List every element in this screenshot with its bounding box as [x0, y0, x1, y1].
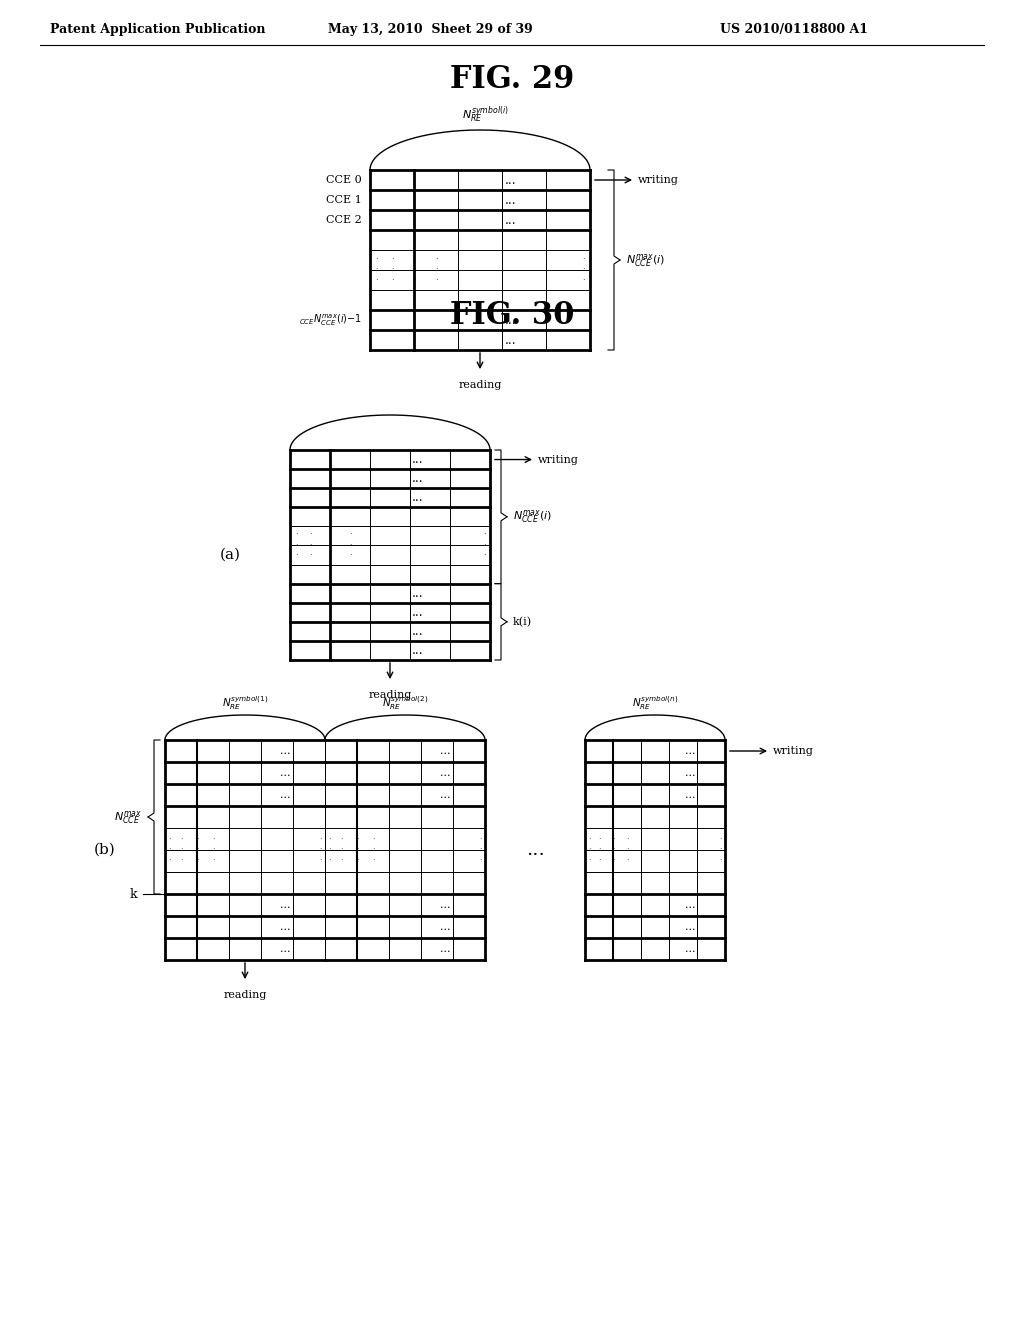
Text: ·
·
·: · · · — [340, 836, 342, 865]
Text: $N_{RE}^{symbol(n)}$: $N_{RE}^{symbol(n)}$ — [632, 694, 678, 711]
Text: ·
·
·: · · · — [479, 836, 481, 865]
Text: ·
·
·: · · · — [626, 836, 628, 865]
Text: ...: ... — [413, 624, 424, 638]
Text: $N_{CCE}^{max}$: $N_{CCE}^{max}$ — [114, 808, 142, 825]
Text: ...: ... — [439, 789, 451, 800]
Text: US 2010/0118800 A1: US 2010/0118800 A1 — [720, 24, 868, 37]
Text: ...: ... — [413, 586, 424, 599]
Text: ·
·
·: · · · — [372, 836, 374, 865]
Text: CCE 2: CCE 2 — [327, 215, 362, 224]
Text: $N_{RE}^{symbol(1)}$: $N_{RE}^{symbol(1)}$ — [222, 694, 268, 711]
Text: ...: ... — [685, 900, 695, 909]
Text: ...: ... — [413, 491, 424, 504]
Text: reading: reading — [223, 990, 266, 1001]
Text: $N_{RE}^{symbol(2)}$: $N_{RE}^{symbol(2)}$ — [382, 694, 428, 711]
Text: k(i): k(i) — [513, 616, 532, 627]
Text: ·
·
·: · · · — [720, 836, 722, 865]
Text: ...: ... — [413, 453, 424, 466]
Text: ·
·
·: · · · — [355, 836, 358, 865]
Text: ·
·
·: · · · — [375, 255, 378, 285]
Text: $_{CCE}N_{CCE}^{max}(i){-}1$: $_{CCE}N_{CCE}^{max}(i){-}1$ — [299, 313, 362, 327]
Text: ·
·
·: · · · — [212, 836, 214, 865]
Text: reading: reading — [369, 690, 412, 700]
Text: ·
·
·: · · · — [434, 255, 437, 285]
Text: ...: ... — [439, 944, 451, 954]
Text: writing: writing — [773, 746, 814, 756]
Text: ...: ... — [413, 644, 424, 657]
Text: ...: ... — [685, 944, 695, 954]
Text: writing: writing — [538, 454, 579, 465]
Text: ...: ... — [280, 921, 290, 932]
Text: ·
·
·: · · · — [349, 531, 351, 561]
Text: ...: ... — [280, 746, 290, 756]
Text: ...: ... — [505, 314, 517, 326]
Text: $N_{CCE}^{max}(i)$: $N_{CCE}^{max}(i)$ — [513, 508, 552, 525]
Text: ...: ... — [439, 921, 451, 932]
Text: ...: ... — [685, 921, 695, 932]
Text: ...: ... — [413, 606, 424, 619]
Text: ...: ... — [280, 789, 290, 800]
Text: ...: ... — [439, 746, 451, 756]
Text: ...: ... — [439, 900, 451, 909]
Text: ·
·
·: · · · — [413, 255, 416, 285]
Text: $N_{CCE}^{max}(i)$: $N_{CCE}^{max}(i)$ — [626, 252, 666, 268]
Text: ·
·
·: · · · — [582, 255, 585, 285]
Text: CCE 0: CCE 0 — [327, 176, 362, 185]
Text: CCE 1: CCE 1 — [327, 195, 362, 205]
Text: ...: ... — [280, 944, 290, 954]
Text: May 13, 2010  Sheet 29 of 39: May 13, 2010 Sheet 29 of 39 — [328, 24, 532, 37]
Text: FIG. 29: FIG. 29 — [450, 65, 574, 95]
Text: ...: ... — [505, 334, 517, 346]
Text: ·
·
·: · · · — [391, 255, 393, 285]
Text: ...: ... — [280, 900, 290, 909]
Text: ...: ... — [685, 789, 695, 800]
Text: ·
·
·: · · · — [329, 531, 332, 561]
Text: ·
·
·: · · · — [482, 531, 485, 561]
Text: reading: reading — [459, 380, 502, 389]
Text: FIG. 30: FIG. 30 — [450, 300, 574, 330]
Text: ...: ... — [413, 473, 424, 486]
Text: ...: ... — [685, 768, 695, 777]
Text: Patent Application Publication: Patent Application Publication — [50, 24, 265, 37]
Text: ...: ... — [439, 768, 451, 777]
Text: ·
·
·: · · · — [329, 836, 331, 865]
Text: ·
·
·: · · · — [180, 836, 182, 865]
Text: (a): (a) — [219, 548, 241, 562]
Text: ·
·
·: · · · — [598, 836, 600, 865]
Text: ...: ... — [505, 214, 517, 227]
Text: (b): (b) — [94, 843, 116, 857]
Text: ·
·
·: · · · — [196, 836, 199, 865]
Text: k: k — [129, 887, 137, 900]
Text: ·
·
·: · · · — [611, 836, 614, 865]
Text: ·
·
·: · · · — [169, 836, 171, 865]
Text: ·
·
·: · · · — [588, 836, 591, 865]
Text: ...: ... — [685, 746, 695, 756]
Text: ...: ... — [505, 173, 517, 186]
Text: ...: ... — [505, 194, 517, 206]
Text: writing: writing — [638, 176, 679, 185]
Text: ·
·
·: · · · — [308, 531, 311, 561]
Text: ...: ... — [525, 841, 545, 859]
Text: ·
·
·: · · · — [319, 836, 322, 865]
Text: ·
·
·: · · · — [295, 531, 297, 561]
Text: $N_{RE}^{symbol(i)}$: $N_{RE}^{symbol(i)}$ — [462, 104, 508, 125]
Text: ...: ... — [280, 768, 290, 777]
